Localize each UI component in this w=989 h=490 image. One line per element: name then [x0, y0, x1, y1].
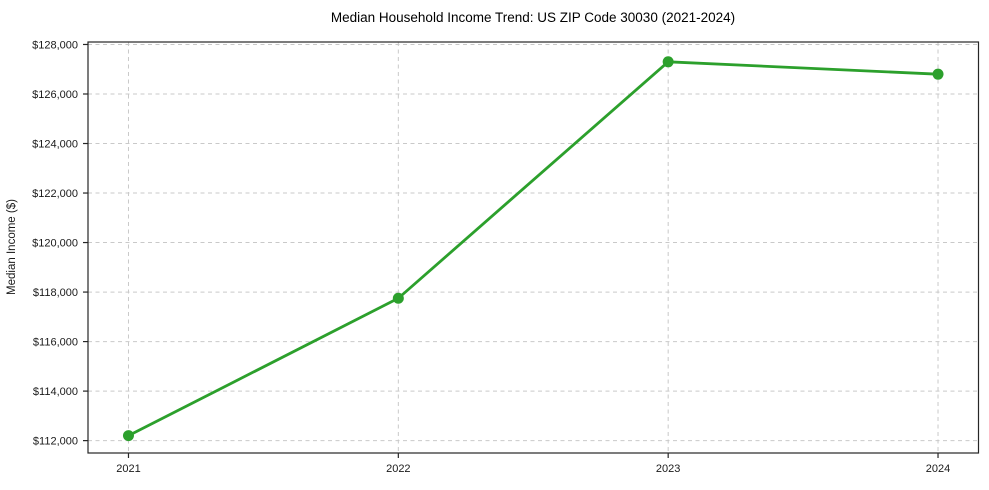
data-point [932, 68, 944, 80]
y-tick-label: $120,000 [32, 238, 78, 250]
y-tick-label: $116,000 [33, 337, 78, 349]
axes-frame [87, 41, 980, 454]
y-tick-label: $114,000 [33, 386, 78, 398]
plot-frame [87, 41, 980, 454]
x-tick-label: 2021 [116, 463, 140, 475]
x-tick-label: 2024 [926, 463, 950, 475]
grid-layer [88, 42, 979, 453]
series-layer [122, 56, 944, 442]
y-tick-label: $122,000 [32, 188, 78, 200]
data-point [122, 430, 134, 442]
y-tick-label: $118,000 [33, 287, 78, 299]
x-tick-label: 2023 [656, 463, 680, 475]
y-tick-label: $126,000 [32, 89, 78, 101]
tick-layer: $112,000 $114,000 $116,000 $118,000 $120,000… [32, 39, 950, 475]
x-tick-label: 2022 [386, 463, 410, 475]
chart-title: Median Household Income Trend: US ZIP Co… [331, 10, 735, 25]
y-axis-label: Median Income ($) [6, 199, 18, 295]
y-tick-label: $112,000 [33, 436, 78, 448]
y-tick-label: $124,000 [32, 139, 78, 151]
y-tick-label: $128,000 [32, 39, 78, 51]
trend-line [127, 60, 940, 438]
data-point [662, 56, 674, 68]
data-point [392, 292, 404, 304]
